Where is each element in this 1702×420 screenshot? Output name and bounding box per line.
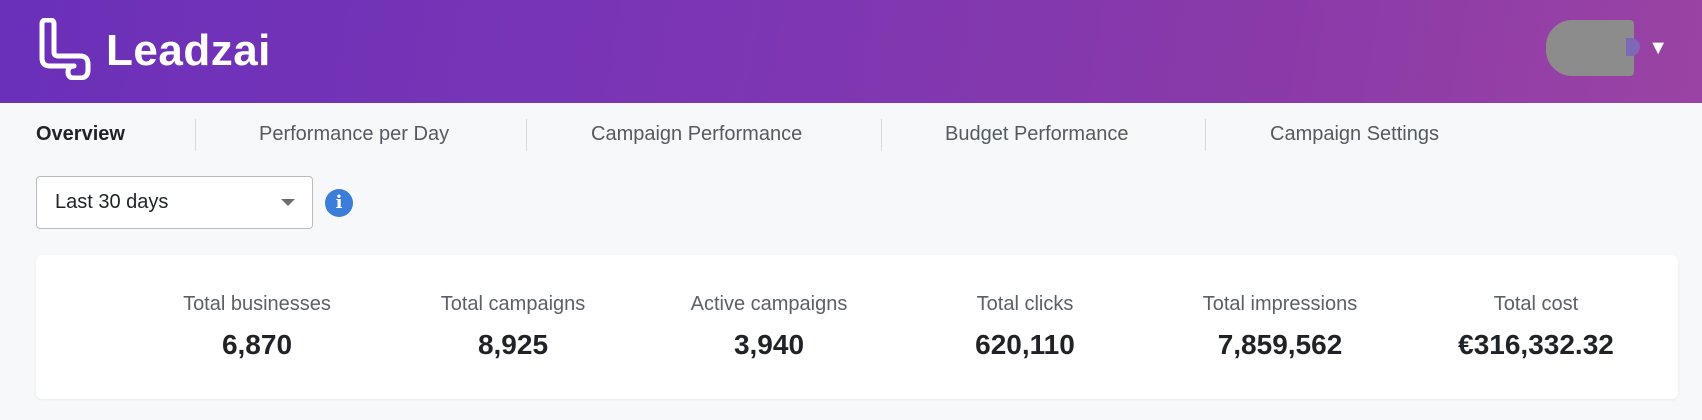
top-header: Leadzai ▼ [0,0,1702,103]
brand-logo[interactable]: Leadzai [34,18,271,80]
leadzai-logo-mark-icon [39,18,91,80]
nav-tabs: Overview Performance per Day Campaign Pe… [0,103,1702,165]
stat-value: 6,870 [221,329,293,360]
stat-value: 8,925 [477,329,549,360]
stat-label: Total impressions [1202,293,1358,315]
brand-name: Leadzai [106,26,271,75]
user-menu[interactable]: ▼ [1546,20,1668,76]
stat-label: Total cost [1493,293,1579,315]
summary-stats-card: Total businesses 6,870 Total campaigns 8… [36,255,1678,399]
tab-campaign-settings[interactable]: Campaign Settings [1270,123,1439,145]
tab-performance-per-day[interactable]: Performance per Day [259,123,450,145]
date-range-value: Last 30 days [55,191,169,213]
stat-value: 7,859,562 [1217,329,1343,360]
chevron-down-icon[interactable]: ▼ [1648,37,1668,59]
tab-divider [1205,119,1206,151]
tab-divider [526,119,527,151]
chevron-down-icon [281,199,295,206]
tab-overview[interactable]: Overview [36,123,125,145]
stat-label: Active campaigns [690,293,848,315]
stat-value: 620,110 [975,329,1075,360]
tab-divider [195,119,196,151]
date-range-select[interactable]: Last 30 days [36,176,313,229]
stat-label: Total businesses [183,293,331,315]
tab-campaign-performance[interactable]: Campaign Performance [591,123,803,145]
stat-value: €316,332.32 [1458,329,1614,360]
avatar[interactable] [1546,20,1641,76]
stat-label: Total campaigns [440,293,586,315]
stat-label: Total clicks [976,293,1074,315]
tab-budget-performance[interactable]: Budget Performance [945,123,1129,145]
stat-value: 3,940 [733,329,805,360]
tab-divider [881,119,882,151]
info-icon[interactable]: i [325,189,353,217]
